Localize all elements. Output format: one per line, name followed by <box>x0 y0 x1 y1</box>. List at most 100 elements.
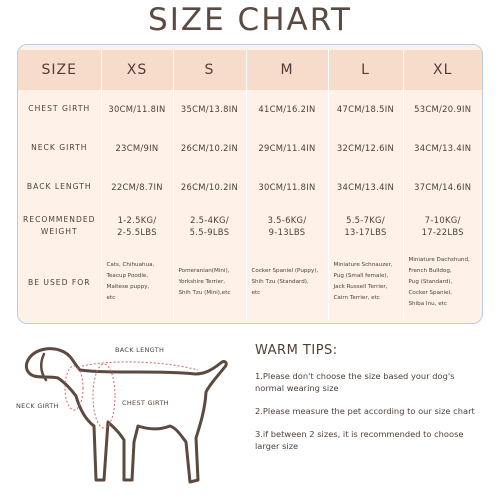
cell-line: etc <box>106 295 116 301</box>
cell-line: Yorkshire Terrier, <box>178 278 226 285</box>
table-cell: 30CM/11.8IN <box>245 168 328 206</box>
size-table-card: SIZE XS S M L XL CHEST GIRTH 30CM/11.8IN 35CM/13… <box>17 44 483 324</box>
cell-line: 9-13LBS <box>268 226 306 237</box>
cell-line: 5.5-7KG/ <box>346 214 385 225</box>
table-row: NECK GIRTH 23CM/9IN 26CM/10.2IN 29CM/11.4IN… <box>18 128 482 168</box>
table-cell: 53CM/20.9IN <box>402 90 482 128</box>
table-cell: Cocker Spaniel (Puppy), Shih Tzu (Standar… <box>245 245 328 319</box>
table-cell: 47CM/18.5IN <box>327 90 403 128</box>
cell-line: 34CM/13.4IN <box>414 143 472 153</box>
cell-line: 17-22LBS <box>421 226 464 237</box>
cell-line: Teacup Poodle, <box>106 273 149 279</box>
header-cell: SIZE <box>18 50 101 90</box>
cell-line: French Bulldog, <box>408 267 452 274</box>
cell-line: Maltese puppy, <box>106 284 150 290</box>
table-cell: 34CM/13.4IN <box>327 168 403 206</box>
table-cell: 2.5-4KG/5.5-9LBS <box>172 206 246 245</box>
cell-line: 32CM/12.6IN <box>336 143 395 153</box>
table-cell: 3.5-6KG/9-13LBS <box>245 206 328 245</box>
cell-line: Pomeranian(Mini), <box>178 267 230 274</box>
header-cell: M <box>245 50 328 90</box>
header-cell: L <box>327 50 403 90</box>
cell-line: 37CM/14.6IN <box>414 182 472 192</box>
cell-line: 22CM/8.7IN <box>111 182 163 192</box>
row-label: CHEST GIRTH <box>18 90 101 128</box>
tip-line: larger size <box>255 441 299 451</box>
table-cell: 32CM/12.6IN <box>327 128 403 168</box>
tip-line: normal wearing size <box>255 383 339 393</box>
cell-line: 2.5-4KG/ <box>190 214 229 225</box>
table-cell: 29CM/11.4IN <box>245 128 328 168</box>
back-length-label: BACK LENGTH <box>115 346 164 354</box>
row-label: RECOMMENDED WEIGHT <box>18 206 101 245</box>
row-label: BACK LENGTH <box>18 168 101 206</box>
tips-title: WARM TIPS: <box>255 343 338 358</box>
cell-line: Shih Tzu (Standard), <box>251 278 309 285</box>
table-cell: 26CM/10.2IN <box>172 128 246 168</box>
header-cell: S <box>172 50 246 90</box>
cell-line: Cairn Terrier, etc <box>333 295 380 301</box>
cell-line: BACK LENGTH <box>26 182 92 191</box>
chest-girth-label: CHEST GIRTH <box>122 399 169 407</box>
neck-girth-label: NECK GIRTH <box>16 402 59 410</box>
tip-item: 2.Please measure the pet according to ou… <box>255 405 495 417</box>
cell-line: Pug (Standard), <box>408 278 453 285</box>
cell-line: Miniature Schnauzer, <box>333 262 393 268</box>
tip-line: 3.if between 2 sizes, it is recommended … <box>255 429 464 439</box>
cell-line: 26CM/10.2IN <box>180 143 239 153</box>
title: SIZE CHART <box>148 2 352 38</box>
table-cell: 41CM/16.2IN <box>245 90 328 128</box>
table-cell: 37CM/14.6IN <box>402 168 482 206</box>
dog-outline <box>24 347 228 484</box>
cell-line: WEIGHT <box>40 226 78 236</box>
header-cell: XS <box>100 50 173 90</box>
table-row: BE USED FOR Cats, Chihuahua, Teacup Poodle… <box>18 245 482 319</box>
cell-line: Cocker Spaniel (Puppy), <box>251 267 319 274</box>
cell-line: Cats, Chihuahua, <box>106 262 155 268</box>
cell-line: 47CM/18.5IN <box>336 104 395 114</box>
cell-line: Jack Russell Terrier, <box>333 284 388 290</box>
cell-line: 34CM/13.4IN <box>336 182 395 192</box>
cell-line: 2-5.5LBS <box>117 226 157 237</box>
size-table: SIZE XS S M L XL CHEST GIRTH 30CM/11.8IN 35CM/13… <box>18 50 482 319</box>
header-cell: XL <box>402 50 482 90</box>
row-label: NECK GIRTH <box>18 128 101 168</box>
table-cell: Miniature Schnauzer, Pug (Small female), J… <box>327 245 403 319</box>
cell-line: CHEST GIRTH <box>28 104 91 113</box>
table-cell: 7-10KG/17-22LBS <box>402 206 482 245</box>
cell-line: 29CM/11.4IN <box>258 143 316 153</box>
warm-tips: WARM TIPS: 1.Please don't choose the siz… <box>255 343 495 463</box>
tip-line: 1.Please don't choose the size based you… <box>255 371 455 381</box>
cell-line: 35CM/13.8IN <box>180 104 239 114</box>
header-row: SIZE XS S M L XL <box>18 50 482 90</box>
cell-line: Shiba Inu, etc <box>408 300 447 307</box>
cell-line: 5.5-9LBS <box>189 226 230 237</box>
cell-line: BE USED FOR <box>28 277 91 287</box>
cell-line: Pug (Small female), <box>333 273 389 279</box>
table-cell: Miniature Dachshund, French Bulldog, Pug (… <box>402 245 482 319</box>
dog-diagram: BACK LENGTH NECK GIRTH CHEST GIRTH <box>16 346 228 484</box>
table-cell: 23CM/9IN <box>100 128 173 168</box>
cell-line: 41CM/16.2IN <box>258 104 316 114</box>
table-row: RECOMMENDED WEIGHT 1-2.5KG/2-5.5LBS 2.5-4KG… <box>18 206 482 245</box>
table-cell: 26CM/10.2IN <box>172 168 246 206</box>
cell-line: 23CM/9IN <box>115 143 159 153</box>
row-label: BE USED FOR <box>18 245 101 319</box>
tip-item: 3.if between 2 sizes, it is recommended … <box>255 428 495 452</box>
cell-line: 26CM/10.2IN <box>180 182 239 192</box>
tip-item: 1.Please don't choose the size based you… <box>255 370 495 394</box>
table-cell: 34CM/13.4IN <box>402 128 482 168</box>
cell-line: Miniature Dachshund, <box>408 256 470 263</box>
table-cell: 30CM/11.8IN <box>100 90 173 128</box>
cell-line: 53CM/20.9IN <box>414 104 472 114</box>
cell-line: 30CM/11.8IN <box>108 104 166 114</box>
cell-line: 30CM/11.8IN <box>258 182 316 192</box>
cell-line: Shih Tzu (Mini),etc <box>178 289 231 296</box>
table-row: CHEST GIRTH 30CM/11.8IN 35CM/13.8IN 41CM/16… <box>18 90 482 128</box>
cell-line: Cocker Spaniel, <box>408 289 452 296</box>
tip-line: 2.Please measure the pet according to ou… <box>255 406 475 416</box>
table-cell: 1-2.5KG/2-5.5LBS <box>100 206 173 245</box>
cell-line: 7-10KG/ <box>424 214 461 225</box>
cell-line: 13-17LBS <box>344 226 387 237</box>
